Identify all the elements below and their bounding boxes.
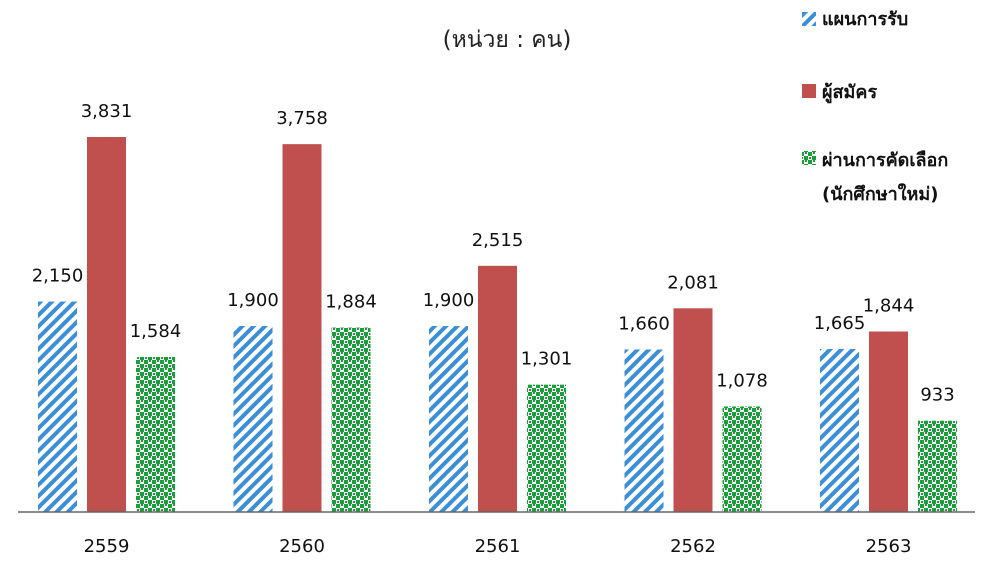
- legend-swatch-plan: [802, 12, 816, 26]
- bar-applicants-2560: [282, 144, 322, 512]
- bar-plan-2561: [429, 326, 468, 512]
- bar-applicants-2563: [869, 331, 908, 512]
- value-label-plan-2559: 2,150: [32, 266, 84, 287]
- category-label-2560: 2560: [279, 536, 325, 557]
- bars-layer: [38, 137, 957, 512]
- category-label-2559: 2559: [84, 536, 130, 557]
- category-label-2563: 2563: [866, 536, 912, 557]
- bar-passed-2562: [722, 406, 762, 512]
- value-label-passed-2560: 1,884: [325, 292, 377, 313]
- value-labels-layer: 2,150 3,831 1,584 1,900 3,758 1,884 1,900 2,515…: [32, 101, 955, 406]
- value-label-applicants-2559: 3,831: [81, 101, 133, 122]
- bar-passed-2563: [918, 420, 957, 512]
- legend-label-plan: แผนการรับ: [822, 9, 908, 30]
- unit-label: (หน่วย : คน): [443, 27, 572, 53]
- value-label-applicants-2560: 3,758: [276, 108, 328, 129]
- value-label-passed-2562: 1,078: [716, 370, 768, 391]
- legend: แผนการรับ ผู้สมัคร ผ่านการคัดเลือก (นักศ…: [802, 9, 948, 205]
- value-label-applicants-2561: 2,515: [472, 230, 524, 251]
- bar-plan-2562: [624, 349, 664, 512]
- legend-swatch-passed: [802, 151, 816, 165]
- bar-applicants-2562: [673, 308, 713, 512]
- value-label-applicants-2562: 2,081: [667, 272, 719, 293]
- category-label-2562: 2562: [670, 536, 716, 557]
- bar-applicants-2559: [87, 137, 126, 512]
- bar-plan-2563: [820, 349, 859, 512]
- value-label-passed-2563: 933: [920, 385, 954, 406]
- value-label-plan-2563: 1,665: [814, 313, 866, 334]
- bar-plan-2560: [233, 326, 273, 512]
- legend-label-applicants: ผู้สมัคร: [822, 82, 877, 104]
- value-label-plan-2560: 1,900: [227, 290, 279, 311]
- legend-label-passed-sub: (นักศึกษาใหม่): [822, 183, 938, 205]
- bar-passed-2561: [527, 384, 566, 512]
- category-label-2561: 2561: [475, 536, 521, 557]
- bar-applicants-2561: [478, 265, 517, 512]
- value-label-passed-2561: 1,301: [521, 349, 573, 370]
- bar-plan-2559: [38, 301, 77, 512]
- value-label-plan-2561: 1,900: [423, 290, 475, 311]
- value-label-passed-2559: 1,584: [130, 321, 182, 342]
- bar-passed-2559: [136, 356, 175, 512]
- value-label-plan-2562: 1,660: [618, 314, 670, 335]
- category-labels-layer: 2559 2560 2561 2562 2563: [84, 536, 912, 557]
- legend-label-passed: ผ่านการคัดเลือก: [822, 150, 948, 171]
- value-label-applicants-2563: 1,844: [863, 295, 915, 316]
- legend-swatch-applicants: [802, 84, 816, 98]
- bar-passed-2560: [331, 327, 371, 512]
